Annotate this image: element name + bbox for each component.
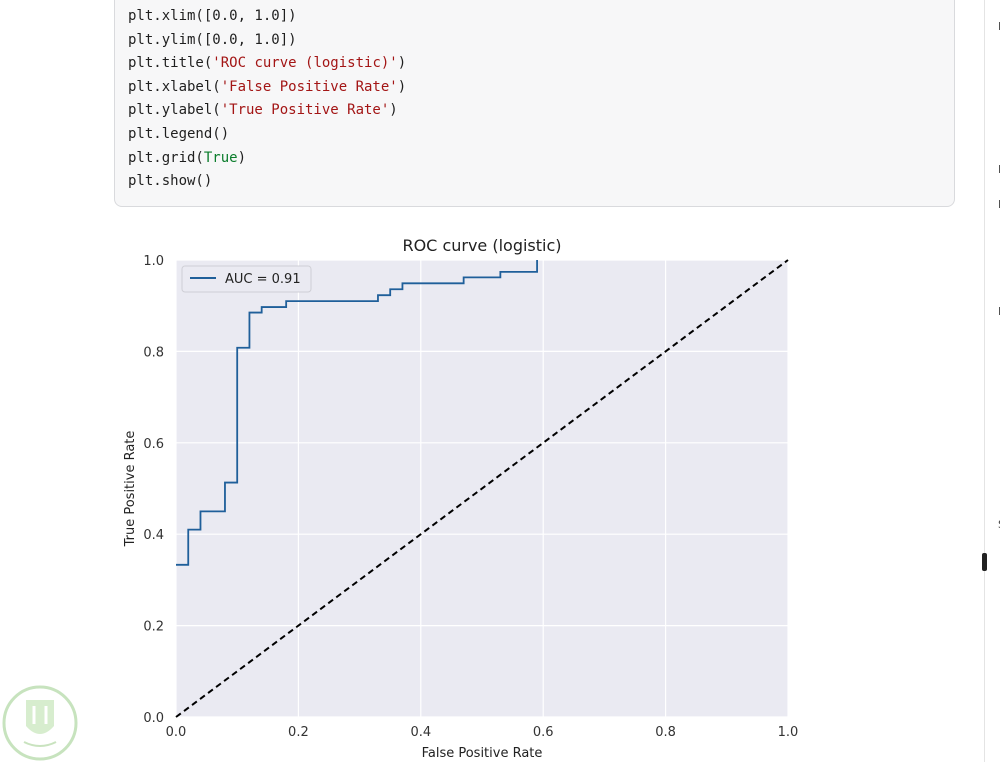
code-token: ) [389, 102, 398, 119]
scroll-handle[interactable] [982, 553, 987, 571]
code-token: plt.xlabel( [128, 78, 221, 95]
clipped-panel-text: I [998, 163, 1000, 176]
roc-chart: 0.0 0.2 0.4 0.6 0.8 1.0 0.0 0.2 0.4 0.6 0.8 1.0 ROC… [123, 236, 798, 761]
y-tick-label: 0.6 [143, 437, 164, 452]
code-token: plt.grid( [128, 149, 204, 166]
clipped-panel-text: S [998, 518, 1000, 531]
code-line: plt.ylim([0.0, 1.0]) [128, 29, 406, 53]
y-axis-label: True Positive Rate [123, 431, 138, 548]
x-axis-label: False Positive Rate [422, 746, 543, 761]
code-token: ) [397, 55, 407, 72]
y-tick-label: 0.0 [143, 711, 164, 726]
clipped-panel-text: H [998, 20, 1000, 33]
right-side-panel[interactable]: H I E D S [982, 0, 1000, 762]
y-tick-label: 1.0 [143, 254, 164, 269]
code-line: plt.title('ROC curve (logistic)') [128, 52, 406, 76]
x-tick-label: 0.6 [533, 725, 554, 740]
code-line: plt.xlabel('False Positive Rate') [128, 76, 406, 100]
code-block: plt.xlim([0.0, 1.0]) plt.ylim([0.0, 1.0])… [128, 5, 406, 194]
y-tick-label: 0.8 [143, 345, 164, 360]
clipped-panel-text: E [998, 198, 1000, 211]
grid-lines [175, 259, 789, 718]
code-line: plt.xlim([0.0, 1.0]) [128, 5, 406, 29]
code-line: plt.show() [128, 170, 406, 194]
code-line: plt.legend() [128, 123, 406, 147]
code-token: plt.title( [128, 55, 213, 72]
roc-curve-line [176, 260, 538, 566]
x-tick-label: 1.0 [778, 725, 799, 740]
legend-box [181, 265, 312, 293]
chance-diagonal-line [175, 259, 789, 718]
watermark-logo [2, 685, 78, 761]
code-line: plt.grid(True) [128, 147, 406, 171]
code-token: 'ROC curve (logistic)' [212, 55, 398, 72]
code-token: plt.ylim([0.0, 1.0]) [128, 31, 297, 48]
x-tick-label: 0.4 [410, 725, 431, 740]
code-token: plt.show() [128, 173, 213, 190]
x-tick-label: 0.0 [166, 725, 187, 740]
code-token: 'False Positive Rate' [220, 78, 398, 95]
x-tick-label: 0.2 [288, 725, 309, 740]
chart-title: ROC curve (logistic) [402, 236, 561, 255]
code-token: plt.legend() [128, 125, 230, 142]
code-token: plt.ylabel( [128, 102, 221, 119]
code-token: ) [397, 78, 407, 95]
code-cell[interactable]: plt.xlim([0.0, 1.0]) plt.ylim([0.0, 1.0])… [114, 0, 955, 207]
tick-labels: 0.0 0.2 0.4 0.6 0.8 1.0 0.0 0.2 0.4 0.6 0.8 1.0 [143, 254, 798, 740]
y-tick-label: 0.2 [143, 620, 164, 635]
legend-label: AUC = 0.91 [225, 272, 301, 287]
code-token: ) [237, 149, 247, 166]
series-layer [175, 259, 789, 718]
code-token: 'True Positive Rate' [220, 102, 390, 119]
clipped-panel-text: D [998, 305, 1000, 318]
code-token: True [203, 149, 238, 166]
code-token: plt.xlim([0.0, 1.0]) [128, 8, 297, 24]
code-line: plt.ylabel('True Positive Rate') [128, 99, 406, 123]
legend: AUC = 0.91 [181, 265, 312, 293]
y-tick-label: 0.4 [143, 528, 164, 543]
x-tick-label: 0.8 [655, 725, 676, 740]
